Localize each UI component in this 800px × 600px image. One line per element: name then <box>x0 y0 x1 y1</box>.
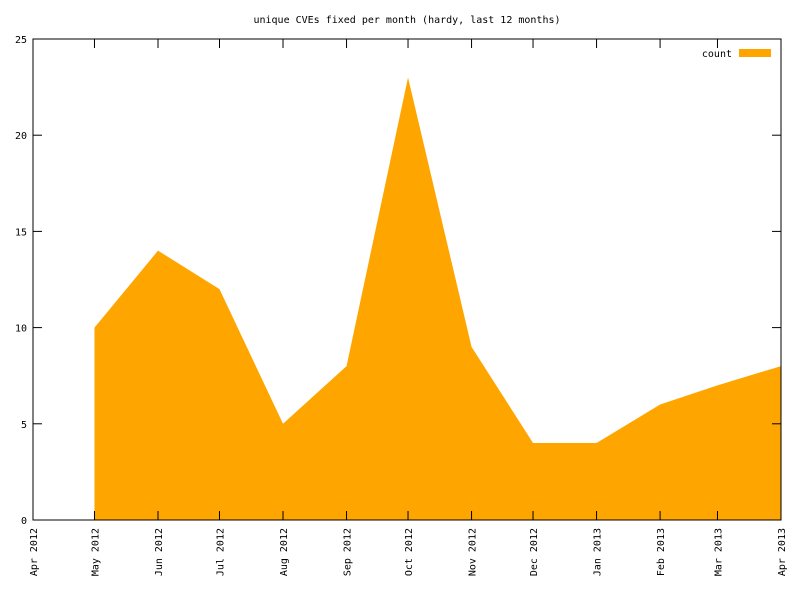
y-tick-label: 25 <box>15 35 27 46</box>
y-tick-label: 10 <box>15 324 27 335</box>
x-tick-label: Nov 2012 <box>468 528 479 576</box>
x-tick-label: Apr 2013 <box>777 528 788 576</box>
x-tick-label: Dec 2012 <box>529 528 540 576</box>
y-tick-label: 5 <box>21 420 27 431</box>
area <box>94 77 782 520</box>
x-tick-label: Oct 2012 <box>404 528 415 576</box>
y-tick-label: 20 <box>15 131 27 142</box>
x-tick-label: May 2012 <box>90 528 101 576</box>
x-tick-label: Jan 2013 <box>593 528 604 576</box>
x-tick-label: Aug 2012 <box>279 528 290 576</box>
plot-frame <box>32 38 782 521</box>
x-tick-label: Jul 2012 <box>215 528 226 576</box>
x-tick-label: Jun 2012 <box>154 528 165 576</box>
x-tick-label: Feb 2013 <box>656 528 667 576</box>
y-tick-label: 0 <box>21 516 27 527</box>
legend-swatch <box>739 49 771 57</box>
x-tick-label: Apr 2012 <box>29 528 40 576</box>
legend-label: count <box>702 49 732 60</box>
x-tick-label: Sep 2012 <box>343 528 354 576</box>
y-tick-label: 15 <box>15 227 27 238</box>
x-tick-label: Mar 2013 <box>713 528 724 576</box>
chart-title: unique CVEs fixed per month (hardy, last… <box>253 15 560 26</box>
